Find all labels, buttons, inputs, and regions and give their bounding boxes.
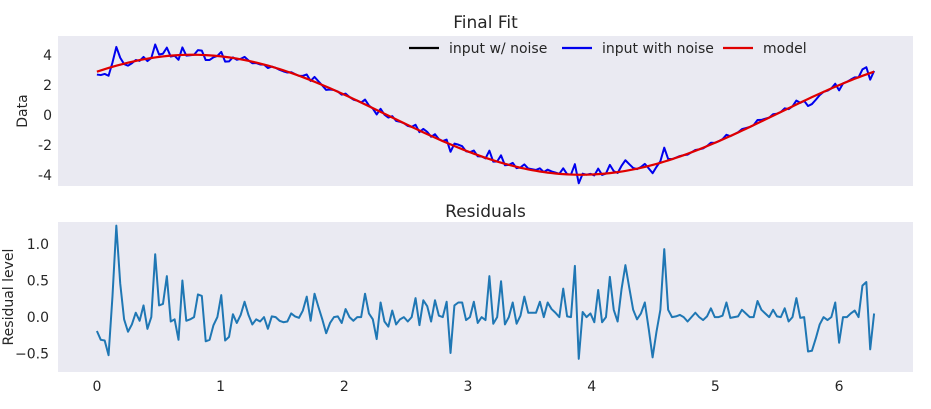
fit-ylabel: Data	[15, 94, 31, 127]
residuals-ytick-label: −0.5	[15, 347, 49, 363]
legend-label: input with noise	[602, 41, 714, 57]
residuals-xtick-label: 5	[711, 379, 720, 395]
residuals-ytick-label: 1.0	[27, 237, 49, 253]
fit-ytick-label: -4	[38, 168, 52, 184]
residuals-plot-area	[58, 222, 913, 372]
legend-label: input w/ noise	[449, 41, 547, 57]
residuals-xtick-label: 1	[216, 379, 225, 395]
residuals-axes: Residuals Residual level 1.0 0.5 0.0 −0.5 0…	[1, 202, 913, 395]
legend-label: model	[763, 41, 807, 57]
fit-title: Final Fit	[453, 13, 518, 33]
residuals-title: Residuals	[445, 202, 526, 222]
residuals-ytick-label: 0.5	[27, 274, 49, 290]
fit-ytick-label: 4	[43, 48, 52, 64]
residuals-xtick-label: 0	[92, 379, 101, 395]
residuals-ytick-label: 0.0	[27, 310, 49, 326]
residuals-xtick-label: 6	[835, 379, 844, 395]
fit-yticks: 4 2 0 -2 -4	[38, 48, 52, 184]
residuals-xticks: 0 1 2 3 4 5 6	[92, 379, 843, 395]
fit-plot-area	[58, 36, 913, 186]
residuals-xtick-label: 3	[464, 379, 473, 395]
fit-ytick-label: 0	[43, 108, 52, 124]
residuals-line	[95, 224, 876, 360]
residuals-yticks: 1.0 0.5 0.0 −0.5	[15, 237, 49, 363]
residuals-xtick-label: 4	[587, 379, 596, 395]
fit-axes: Final Fit Data 420-2-4 input w/ noise inp…	[15, 13, 913, 186]
fit-series	[96, 43, 876, 185]
residuals-ylabel: Residual level	[1, 249, 17, 346]
residuals-series	[95, 224, 876, 360]
model-line	[96, 53, 875, 176]
fit-ytick-label: -2	[38, 138, 52, 154]
fit-legend[interactable]: input w/ noise input with noise model	[409, 41, 807, 57]
residuals-xtick-label: 2	[340, 379, 349, 395]
fit-ytick-label: 2	[43, 78, 52, 94]
